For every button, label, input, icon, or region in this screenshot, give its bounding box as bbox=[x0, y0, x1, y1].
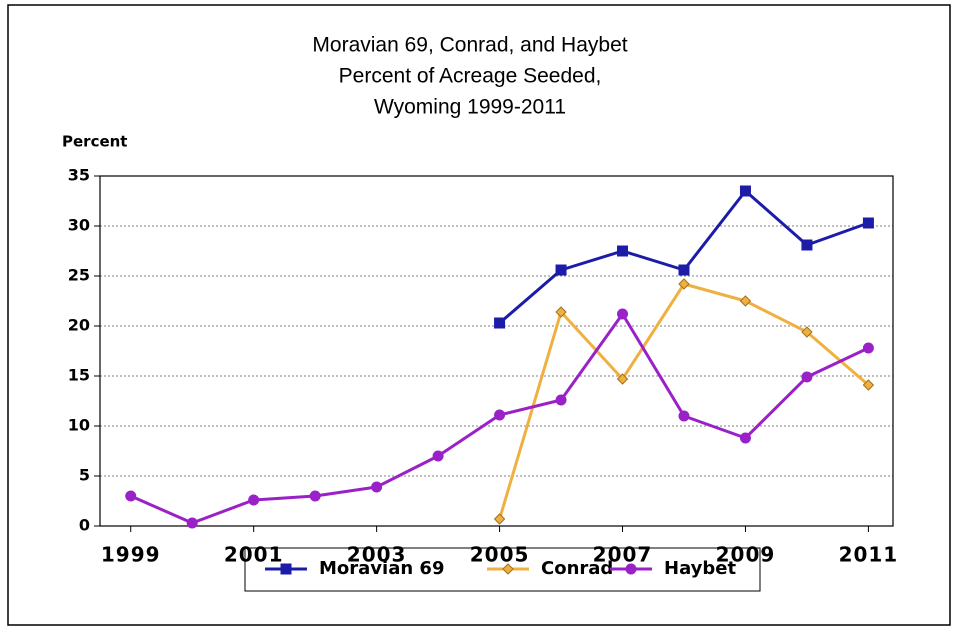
data-point bbox=[186, 517, 198, 529]
chart-title: Percent of Acreage Seeded, bbox=[339, 65, 602, 88]
x-tick-label: 2009 bbox=[716, 543, 776, 567]
chart-title: Moravian 69, Conrad, and Haybet bbox=[312, 34, 627, 57]
y-tick-label: 0 bbox=[79, 516, 90, 535]
data-point bbox=[248, 494, 260, 506]
x-tick-label: 2005 bbox=[470, 543, 530, 567]
data-point bbox=[801, 239, 813, 251]
data-point bbox=[125, 490, 137, 502]
y-tick-label: 35 bbox=[68, 166, 90, 185]
legend-label: Conrad bbox=[541, 558, 613, 579]
data-point bbox=[739, 185, 751, 197]
data-point bbox=[432, 450, 444, 462]
plot-frame bbox=[99, 175, 894, 527]
data-point bbox=[739, 295, 752, 307]
y-tick-label: 25 bbox=[68, 266, 90, 285]
legend-marker bbox=[280, 563, 292, 575]
data-point bbox=[555, 264, 567, 276]
data-point bbox=[371, 481, 383, 493]
data-point bbox=[494, 317, 506, 329]
y-tick-label: 5 bbox=[79, 466, 90, 485]
data-point bbox=[862, 379, 875, 391]
series-line bbox=[498, 189, 869, 325]
y-tick-label: 30 bbox=[68, 216, 90, 235]
data-point bbox=[555, 394, 567, 406]
x-tick-label: 2011 bbox=[839, 543, 899, 567]
x-tick-label: 2007 bbox=[593, 543, 653, 567]
data-point bbox=[678, 410, 690, 422]
legend-label: Haybet bbox=[664, 558, 736, 579]
data-point bbox=[617, 308, 629, 320]
legend-marker bbox=[625, 563, 637, 575]
legend-marker bbox=[502, 563, 514, 575]
data-point bbox=[493, 513, 506, 525]
legend-box bbox=[244, 547, 761, 592]
data-point bbox=[678, 264, 690, 276]
data-point bbox=[494, 409, 506, 421]
chart-title: Wyoming 1999-2011 bbox=[374, 96, 566, 119]
data-point bbox=[739, 432, 751, 444]
data-point bbox=[555, 306, 567, 318]
legend-label: Moravian 69 bbox=[319, 558, 444, 579]
data-point bbox=[862, 217, 874, 229]
y-tick-label: 10 bbox=[68, 416, 90, 435]
data-point bbox=[862, 342, 874, 354]
data-point bbox=[616, 373, 629, 385]
x-tick-label: 1999 bbox=[101, 543, 161, 567]
data-point bbox=[678, 278, 690, 290]
x-tick-label: 2003 bbox=[347, 543, 407, 567]
x-tick-label: 2001 bbox=[224, 543, 284, 567]
y-tick-label: 15 bbox=[68, 366, 90, 385]
y-tick-label: 20 bbox=[68, 316, 90, 335]
outer-frame bbox=[7, 4, 951, 626]
data-point bbox=[801, 371, 813, 383]
data-point bbox=[309, 490, 321, 502]
data-point bbox=[617, 245, 629, 257]
y-axis-label: Percent bbox=[62, 133, 127, 151]
data-point bbox=[801, 326, 813, 338]
